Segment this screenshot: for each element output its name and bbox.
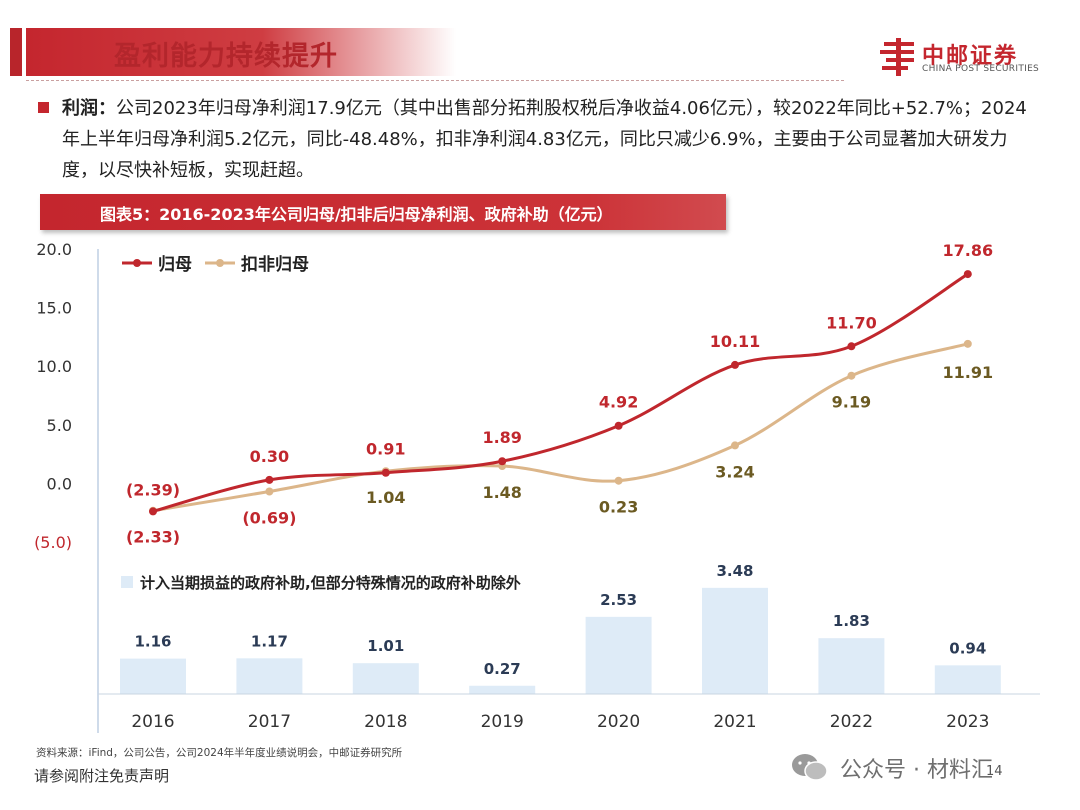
wechat-icon <box>792 754 828 781</box>
logo-english-name: CHINA POST SECURITIES <box>922 64 1040 74</box>
y-tick-label: 0.0 <box>47 474 72 493</box>
series-point <box>847 342 856 351</box>
subsidy-bar-label: 0.27 <box>484 660 521 678</box>
series-point <box>381 468 390 477</box>
series-point <box>963 339 972 348</box>
series-point <box>614 476 623 485</box>
x-tick-label: 2022 <box>830 712 873 732</box>
x-tick-label: 2021 <box>713 712 756 732</box>
series-point <box>963 270 972 279</box>
page-number: 14 <box>986 764 1003 779</box>
series-point <box>847 371 856 380</box>
figure-title: 图表5：2016-2023年公司归母/扣非后归母净利润、政府补助（亿元） <box>100 205 613 224</box>
series-point <box>265 475 274 484</box>
y-tick-label: 20.0 <box>36 240 72 259</box>
subsidy-bar <box>236 658 303 694</box>
subsidy-bar-label: 0.94 <box>949 639 986 657</box>
data-label-koufei: 3.24 <box>715 462 754 481</box>
x-tick-label: 2020 <box>597 712 640 732</box>
y-tick-label: 15.0 <box>36 299 72 318</box>
series-point <box>731 360 739 369</box>
series-point <box>149 507 157 516</box>
series-point <box>731 441 739 450</box>
x-tick-label: 2019 <box>481 712 524 732</box>
data-label-guimu: 10.11 <box>710 332 761 351</box>
subsidy-bar-label: 1.01 <box>367 637 404 655</box>
subsidy-bar-label: 3.48 <box>716 562 753 580</box>
series-point <box>614 421 623 430</box>
logo-name: 中邮证券 <box>922 44 1019 69</box>
subsidy-bar <box>585 616 652 694</box>
subsidy-bar-label: 1.83 <box>833 612 870 630</box>
slide-title: 盈利能力持续提升 <box>114 41 338 72</box>
y-tick-label: 5.0 <box>47 416 72 435</box>
china-post-logo-icon <box>880 38 914 76</box>
subsidy-bar <box>934 665 1001 694</box>
series-point <box>265 487 274 496</box>
bar-legend-label: 计入当期损益的政府补助,但部分特殊情况的政府补助除外 <box>140 574 521 592</box>
data-label-koufei: 1.04 <box>366 488 405 507</box>
subsidy-bar <box>818 638 885 694</box>
title-accent-stripe <box>10 28 22 76</box>
x-tick-label: 2023 <box>946 712 989 732</box>
legend-marker <box>133 259 141 267</box>
subsidy-bar <box>352 663 419 694</box>
body-label: 利润： <box>62 98 116 119</box>
data-label-koufei: (0.69) <box>242 508 296 527</box>
data-label-guimu: (2.39) <box>126 480 180 499</box>
data-label-koufei: (2.33) <box>126 528 180 547</box>
bar-legend-swatch <box>121 576 133 588</box>
data-label-koufei: 11.91 <box>942 363 993 382</box>
subsidy-bar-label: 2.53 <box>600 591 637 609</box>
subsidy-bar-label: 1.16 <box>134 633 171 651</box>
data-label-koufei: 1.48 <box>482 483 521 502</box>
subsidy-bar <box>120 658 186 694</box>
data-label-guimu: 0.30 <box>250 447 289 466</box>
title-band <box>26 28 456 76</box>
body-text: 公司2023年归母净利润17.9亿元（其中出售部分拓荆股权税后净收益4.06亿元… <box>62 98 1027 181</box>
x-tick-label: 2018 <box>364 712 407 732</box>
data-label-guimu: 11.70 <box>826 313 877 332</box>
data-label-guimu: 1.89 <box>482 428 521 447</box>
disclaimer-link[interactable]: 请参阅附注免责声明 <box>34 767 170 785</box>
data-label-koufei: 0.23 <box>599 498 638 517</box>
data-label-guimu: 0.91 <box>366 440 405 459</box>
legend-label: 扣非归母 <box>241 254 309 275</box>
legend-label: 归母 <box>158 254 192 275</box>
subsidy-bar <box>702 587 768 694</box>
subsidy-bar <box>469 685 536 694</box>
data-label-guimu: 4.92 <box>599 393 638 412</box>
series-line-koufei <box>152 342 969 513</box>
watermark-text: 公众号 · 材料汇 <box>840 758 993 783</box>
source-note: 资料来源：iFind，公司公告，公司2024年半年度业绩说明会，中邮证券研究所 <box>36 747 403 759</box>
title-divider <box>26 80 844 81</box>
body-paragraph: 利润：公司2023年归母净利润17.9亿元（其中出售部分拓荆股权税后净收益4.0… <box>62 93 1037 186</box>
figure-title-band <box>40 194 726 230</box>
profit-subsidy-chart: 20.0 15.0 10.0 5.0 0.0 (5.0) (2.39) 0.30 0.91 1.8… <box>34 240 1040 733</box>
data-label-koufei: 9.19 <box>832 393 871 412</box>
subsidy-bar-label: 1.17 <box>251 632 288 650</box>
bullet-icon <box>38 102 49 113</box>
legend-marker <box>216 259 224 267</box>
x-tick-label: 2016 <box>131 712 174 732</box>
series-point <box>498 457 507 466</box>
series-line-guimu <box>152 272 969 513</box>
data-label-guimu: 17.86 <box>942 241 993 260</box>
y-tick-label: 10.0 <box>36 357 72 376</box>
x-tick-label: 2017 <box>248 712 291 732</box>
y-tick-label: (5.0) <box>34 533 72 552</box>
